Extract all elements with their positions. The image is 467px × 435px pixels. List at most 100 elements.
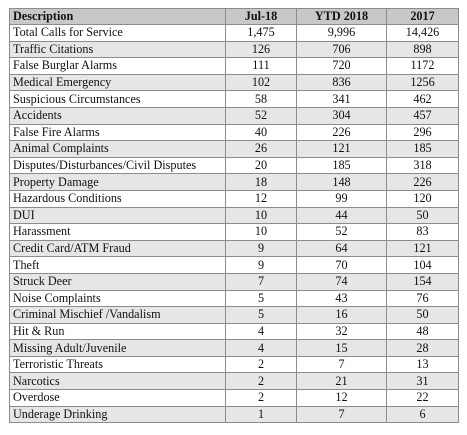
row-jul-18: 1	[225, 405, 297, 424]
row-description: False Fire Alarms	[9, 123, 226, 142]
row-2017: 1256	[386, 73, 459, 92]
table-row: False Burglar Alarms 111 720 1172	[9, 57, 459, 75]
row-ytd-2018: 9,996	[296, 24, 387, 42]
row-ytd-2018: 21	[296, 372, 387, 391]
row-jul-18: 26	[225, 140, 297, 158]
row-jul-18: 12	[225, 189, 297, 208]
row-jul-18: 2	[225, 372, 297, 391]
row-2017: 1172	[386, 57, 459, 75]
row-jul-18: 4	[225, 322, 297, 341]
row-jul-18: 7	[225, 272, 297, 291]
row-description: Narcotics	[9, 372, 226, 391]
table-header-row: Description Jul-18 YTD 2018 2017	[9, 8, 459, 25]
row-2017: 185	[386, 140, 459, 158]
row-jul-18: 10	[225, 223, 297, 241]
table-row: Medical Emergency 102 836 1256	[9, 73, 459, 92]
row-description: Missing Adult/Juvenile	[9, 339, 226, 357]
row-description: Hit & Run	[9, 322, 226, 341]
row-2017: 226	[386, 173, 459, 191]
row-2017: 76	[386, 289, 459, 308]
row-ytd-2018: 706	[296, 40, 387, 59]
calls-for-service-table: Description Jul-18 YTD 2018 2017 Total C…	[9, 8, 459, 424]
row-2017: 120	[386, 189, 459, 208]
row-description: False Burglar Alarms	[9, 57, 226, 75]
row-2017: 13	[386, 355, 459, 374]
row-2017: 462	[386, 90, 459, 108]
row-2017: 318	[386, 156, 459, 175]
table-row: Underage Drinking 1 7 6	[9, 405, 459, 424]
row-ytd-2018: 64	[296, 239, 387, 258]
row-2017: 48	[386, 322, 459, 341]
table-row: Missing Adult/Juvenile 4 15 28	[9, 339, 459, 357]
table-body: Total Calls for Service 1,475 9,996 14,426 T…	[9, 24, 459, 424]
row-jul-18: 5	[225, 306, 297, 324]
row-description: Total Calls for Service	[9, 24, 226, 42]
row-ytd-2018: 7	[296, 355, 387, 374]
row-jul-18: 58	[225, 90, 297, 108]
row-description: Underage Drinking	[9, 405, 226, 424]
row-jul-18: 111	[225, 57, 297, 75]
header-description: Description	[9, 8, 226, 25]
row-2017: 50	[386, 206, 459, 225]
table-row: Struck Deer 7 74 154	[9, 272, 459, 291]
row-ytd-2018: 341	[296, 90, 387, 108]
row-description: Accidents	[9, 106, 226, 125]
row-ytd-2018: 43	[296, 289, 387, 308]
table-row: Animal Complaints 26 121 185	[9, 140, 459, 158]
table-row: Hazardous Conditions 12 99 120	[9, 189, 459, 208]
row-2017: 83	[386, 223, 459, 241]
row-jul-18: 9	[225, 256, 297, 274]
row-jul-18: 9	[225, 239, 297, 258]
table-row: Harassment 10 52 83	[9, 223, 459, 241]
row-ytd-2018: 70	[296, 256, 387, 274]
row-description: Credit Card/ATM Fraud	[9, 239, 226, 258]
row-description: Noise Complaints	[9, 289, 226, 308]
table-row: Total Calls for Service 1,475 9,996 14,426	[9, 24, 459, 42]
table-row: Suspicious Circumstances 58 341 462	[9, 90, 459, 108]
row-ytd-2018: 7	[296, 405, 387, 424]
row-ytd-2018: 32	[296, 322, 387, 341]
calls-for-service-table-frame: Description Jul-18 YTD 2018 2017 Total C…	[9, 8, 459, 424]
row-jul-18: 5	[225, 289, 297, 308]
table-row: False Fire Alarms 40 226 296	[9, 123, 459, 142]
row-2017: 121	[386, 239, 459, 258]
row-ytd-2018: 99	[296, 189, 387, 208]
row-ytd-2018: 12	[296, 389, 387, 407]
row-description: Animal Complaints	[9, 140, 226, 158]
row-description: Theft	[9, 256, 226, 274]
header-2017: 2017	[386, 8, 459, 25]
row-jul-18: 126	[225, 40, 297, 59]
row-description: Harassment	[9, 223, 226, 241]
table-row: Disputes/Disturbances/Civil Disputes 20 18…	[9, 156, 459, 175]
row-description: Property Damage	[9, 173, 226, 191]
row-2017: 104	[386, 256, 459, 274]
row-ytd-2018: 304	[296, 106, 387, 125]
row-ytd-2018: 720	[296, 57, 387, 75]
row-jul-18: 40	[225, 123, 297, 142]
row-jul-18: 18	[225, 173, 297, 191]
row-2017: 28	[386, 339, 459, 357]
row-ytd-2018: 44	[296, 206, 387, 225]
table-row: Hit & Run 4 32 48	[9, 322, 459, 341]
table-row: Theft 9 70 104	[9, 256, 459, 274]
row-jul-18: 4	[225, 339, 297, 357]
row-ytd-2018: 121	[296, 140, 387, 158]
table-row: Accidents 52 304 457	[9, 106, 459, 125]
table-row: DUI 10 44 50	[9, 206, 459, 225]
row-ytd-2018: 836	[296, 73, 387, 92]
table-row: Terroristic Threats 2 7 13	[9, 355, 459, 374]
row-description: Disputes/Disturbances/Civil Disputes	[9, 156, 226, 175]
row-jul-18: 1,475	[225, 24, 297, 42]
row-2017: 898	[386, 40, 459, 59]
row-description: Traffic Citations	[9, 40, 226, 59]
row-ytd-2018: 185	[296, 156, 387, 175]
row-ytd-2018: 52	[296, 223, 387, 241]
row-description: Terroristic Threats	[9, 355, 226, 374]
row-jul-18: 2	[225, 355, 297, 374]
row-2017: 154	[386, 272, 459, 291]
row-description: Suspicious Circumstances	[9, 90, 226, 108]
row-description: Medical Emergency	[9, 73, 226, 92]
row-2017: 14,426	[386, 24, 459, 42]
row-ytd-2018: 15	[296, 339, 387, 357]
row-ytd-2018: 226	[296, 123, 387, 142]
